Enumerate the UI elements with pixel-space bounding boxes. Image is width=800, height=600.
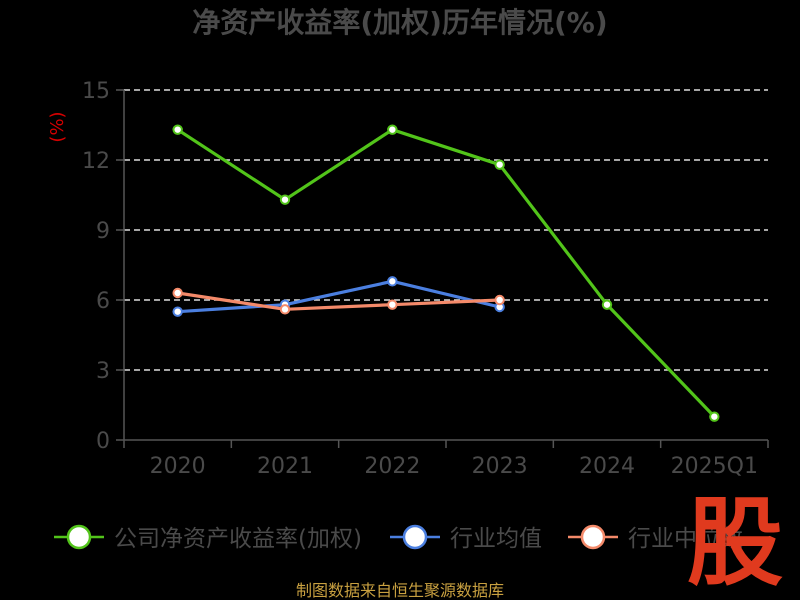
data-point [387, 124, 398, 135]
x-tick-label: 2023 [472, 454, 528, 479]
series-lines [172, 124, 720, 422]
x-tick-label: 2022 [364, 454, 420, 479]
y-tick-label: 0 [96, 429, 110, 454]
legend-label-2[interactable]: 行业中位数 [628, 526, 743, 552]
series-line-2 [177, 291, 500, 311]
data-point [387, 299, 398, 310]
series-line-0 [176, 128, 716, 418]
legend-label-1[interactable]: 行业均值 [450, 526, 542, 552]
x-tick-label: 2024 [579, 454, 635, 479]
data-point [279, 304, 291, 315]
y-tick-label: 15 [82, 79, 110, 104]
axes: 0 3 6 9 12 15 2020 2021 2022 2023 2024 2025Q1 [82, 79, 769, 479]
x-tick-label: 2020 [150, 454, 206, 479]
data-point [387, 276, 398, 287]
data-point [494, 294, 505, 306]
logo-mark: 股 [687, 487, 783, 599]
y-tick-label: 3 [96, 359, 110, 384]
legend[interactable]: 公司净资产收益率(加权) 行业均值 行业中位数 [54, 524, 743, 552]
data-point [172, 306, 183, 317]
legend-marker-2[interactable] [580, 524, 606, 550]
data-point [494, 159, 505, 170]
data-point [601, 299, 613, 310]
legend-marker-1[interactable] [402, 524, 428, 550]
data-point [279, 194, 291, 205]
series-line-1 [177, 279, 501, 314]
gridlines [124, 89, 768, 371]
legend-marker-0[interactable] [66, 524, 92, 550]
data-point [172, 124, 183, 135]
y-tick-label: 12 [82, 149, 110, 174]
x-tick-label: 2025Q1 [671, 454, 758, 479]
data-source: 制图数据来自恒生聚源数据库 [296, 581, 504, 600]
data-point [709, 411, 720, 422]
x-tick-label: 2021 [257, 454, 313, 479]
chart-title: 净资产收益率(加权)历年情况(%) [192, 6, 607, 39]
y-tick-label: 9 [96, 219, 110, 244]
y-tick-label: 6 [96, 289, 110, 314]
data-point [172, 287, 183, 299]
legend-label-0[interactable]: 公司净资产收益率(加权) [114, 526, 362, 552]
y-axis-unit: (%) [47, 111, 68, 142]
